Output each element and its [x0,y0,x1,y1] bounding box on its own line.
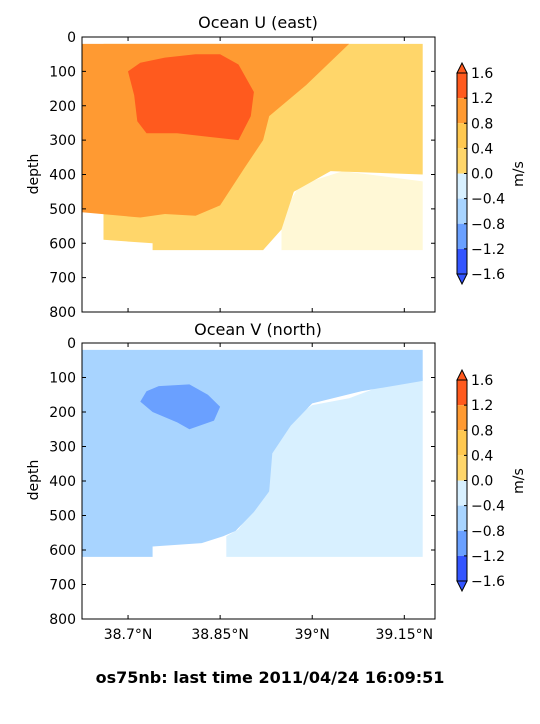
ocean-v-y-tick-label: 400 [49,474,76,490]
colorbar-tick-label: 0.4 [471,141,493,157]
ocean-v-plot-frame [81,342,436,620]
ocean-u-y-tick-label: 400 [49,168,76,184]
colorbar-tick-label: −0.8 [471,217,505,233]
colorbar-unit-label: m/s [511,468,527,494]
ocean-v-x-tick-label: 39°N [295,627,330,643]
colorbar-segment [457,505,467,531]
ocean-v-x-tick-label: 38.85°N [191,627,249,643]
ocean-v-ylabel: depth [26,460,42,501]
ocean-u-colorbar: 1.6 1.2 0.8 0.4 0.0 −0.4 −0.8 −1.2 −1.6 m/s [456,61,527,286]
ocean-v-contour-region-0 [226,377,423,557]
ocean-u-contour-region-3 [128,54,254,141]
colorbar-tick-label: −0.4 [471,499,505,515]
ocean-v-x-ticks: 38.7°N 38.85°N 39°N 39.15°N [104,343,433,643]
colorbar-tick-label: −1.6 [471,574,505,590]
colorbar-segment [457,530,467,556]
colorbar-tick-label: 1.6 [471,66,493,82]
colorbar-segment [457,98,467,124]
colorbar-tick-label: −1.2 [471,242,505,258]
ocean-u-y-tick-label: 300 [49,133,76,149]
colorbar-segment [457,430,467,456]
ocean-u-y-tick-label: 500 [49,202,76,218]
colorbar-tick-label: 0.0 [471,167,493,183]
ocean-u-y-tick-label: 700 [49,271,76,287]
ocean-u-y-tick-label: 800 [49,305,76,321]
ocean-v-y-tick-label: 200 [49,405,76,421]
colorbar-unit-label: m/s [511,161,527,187]
colorbar-max-extend [456,368,468,381]
colorbar-segment [457,405,467,431]
colorbar-tick-label: −0.8 [471,524,505,540]
ocean-v-title: Ocean V (north) [194,320,322,339]
ocean-v-y-tick-label: 700 [49,578,76,594]
ocean-u-y-ticks: 0 100 200 300 400 500 600 700 800 [49,30,435,321]
ocean-u-x-ticks [127,37,405,312]
ocean-u-title: Ocean U (east) [198,13,318,32]
colorbar-max-extend [456,61,468,74]
ocean-v-y-tick-label: 600 [49,543,76,559]
ocean-u-plot-frame [81,36,436,313]
ocean-v-y-tick-label: 300 [49,440,76,456]
ocean-v-x-tick-label: 38.7°N [104,627,153,643]
ocean-u-y-tick-label: 100 [49,64,76,80]
colorbar-segment [457,480,467,506]
colorbar-tick-label: 0.8 [471,116,493,132]
ocean-u-y-tick-label: 200 [49,99,76,115]
colorbar-segment [457,198,467,224]
colorbar-segment [457,123,467,149]
ocean-v-y-tick-label: 800 [49,612,76,628]
colorbar-segment [457,73,467,99]
colorbar-segment [457,455,467,481]
ocean-v-panel: Ocean V (north) depth 0 100 200 300 400 500 60… [26,320,436,643]
ocean-v-contours [82,349,423,557]
colorbar-segment [457,173,467,199]
colorbar-segment [457,555,467,581]
colorbar-tick-label: −1.6 [471,267,505,283]
ocean-u-panel: Ocean U (east) depth 0 100 200 300 400 500 600… [26,13,436,321]
colorbar-tick-label: 0.8 [471,423,493,439]
colorbar-tick-label: 0.0 [471,474,493,490]
ocean-v-colorbar: 1.6 1.2 0.8 0.4 0.0 −0.4 −0.8 −1.2 −1.6 m/s [456,368,527,593]
footer-caption: os75nb: last time 2011/04/24 16:09:51 [96,668,445,687]
colorbar-min-extend [456,273,468,286]
ocean-v-y-tick-label: 0 [67,336,76,352]
colorbar-segment [457,380,467,406]
colorbar-tick-label: 1.2 [471,91,493,107]
ocean-v-contour-region-2 [140,384,221,430]
colorbar-segment [457,223,467,249]
ocean-u-contour-region-0 [281,171,423,251]
ocean-u-y-tick-label: 600 [49,236,76,252]
colorbar-segment [457,248,467,274]
colorbar-min-extend [456,580,468,593]
ocean-u-ylabel: depth [26,154,42,195]
colorbar-tick-label: 0.4 [471,448,493,464]
ocean-v-y-tick-label: 100 [49,371,76,387]
ocean-u-contours [82,43,423,251]
ocean-v-x-tick-label: 39.15°N [376,627,434,643]
colorbar-tick-label: −0.4 [471,192,505,208]
colorbar-segment [457,148,467,174]
colorbar-tick-label: −1.2 [471,549,505,565]
ocean-v-y-tick-label: 500 [49,509,76,525]
ocean-u-y-tick-label: 0 [67,30,76,46]
colorbar-tick-label: 1.6 [471,373,493,389]
ocean-v-y-ticks: 0 100 200 300 400 500 600 700 800 [49,336,435,628]
colorbar-tick-label: 1.2 [471,398,493,414]
